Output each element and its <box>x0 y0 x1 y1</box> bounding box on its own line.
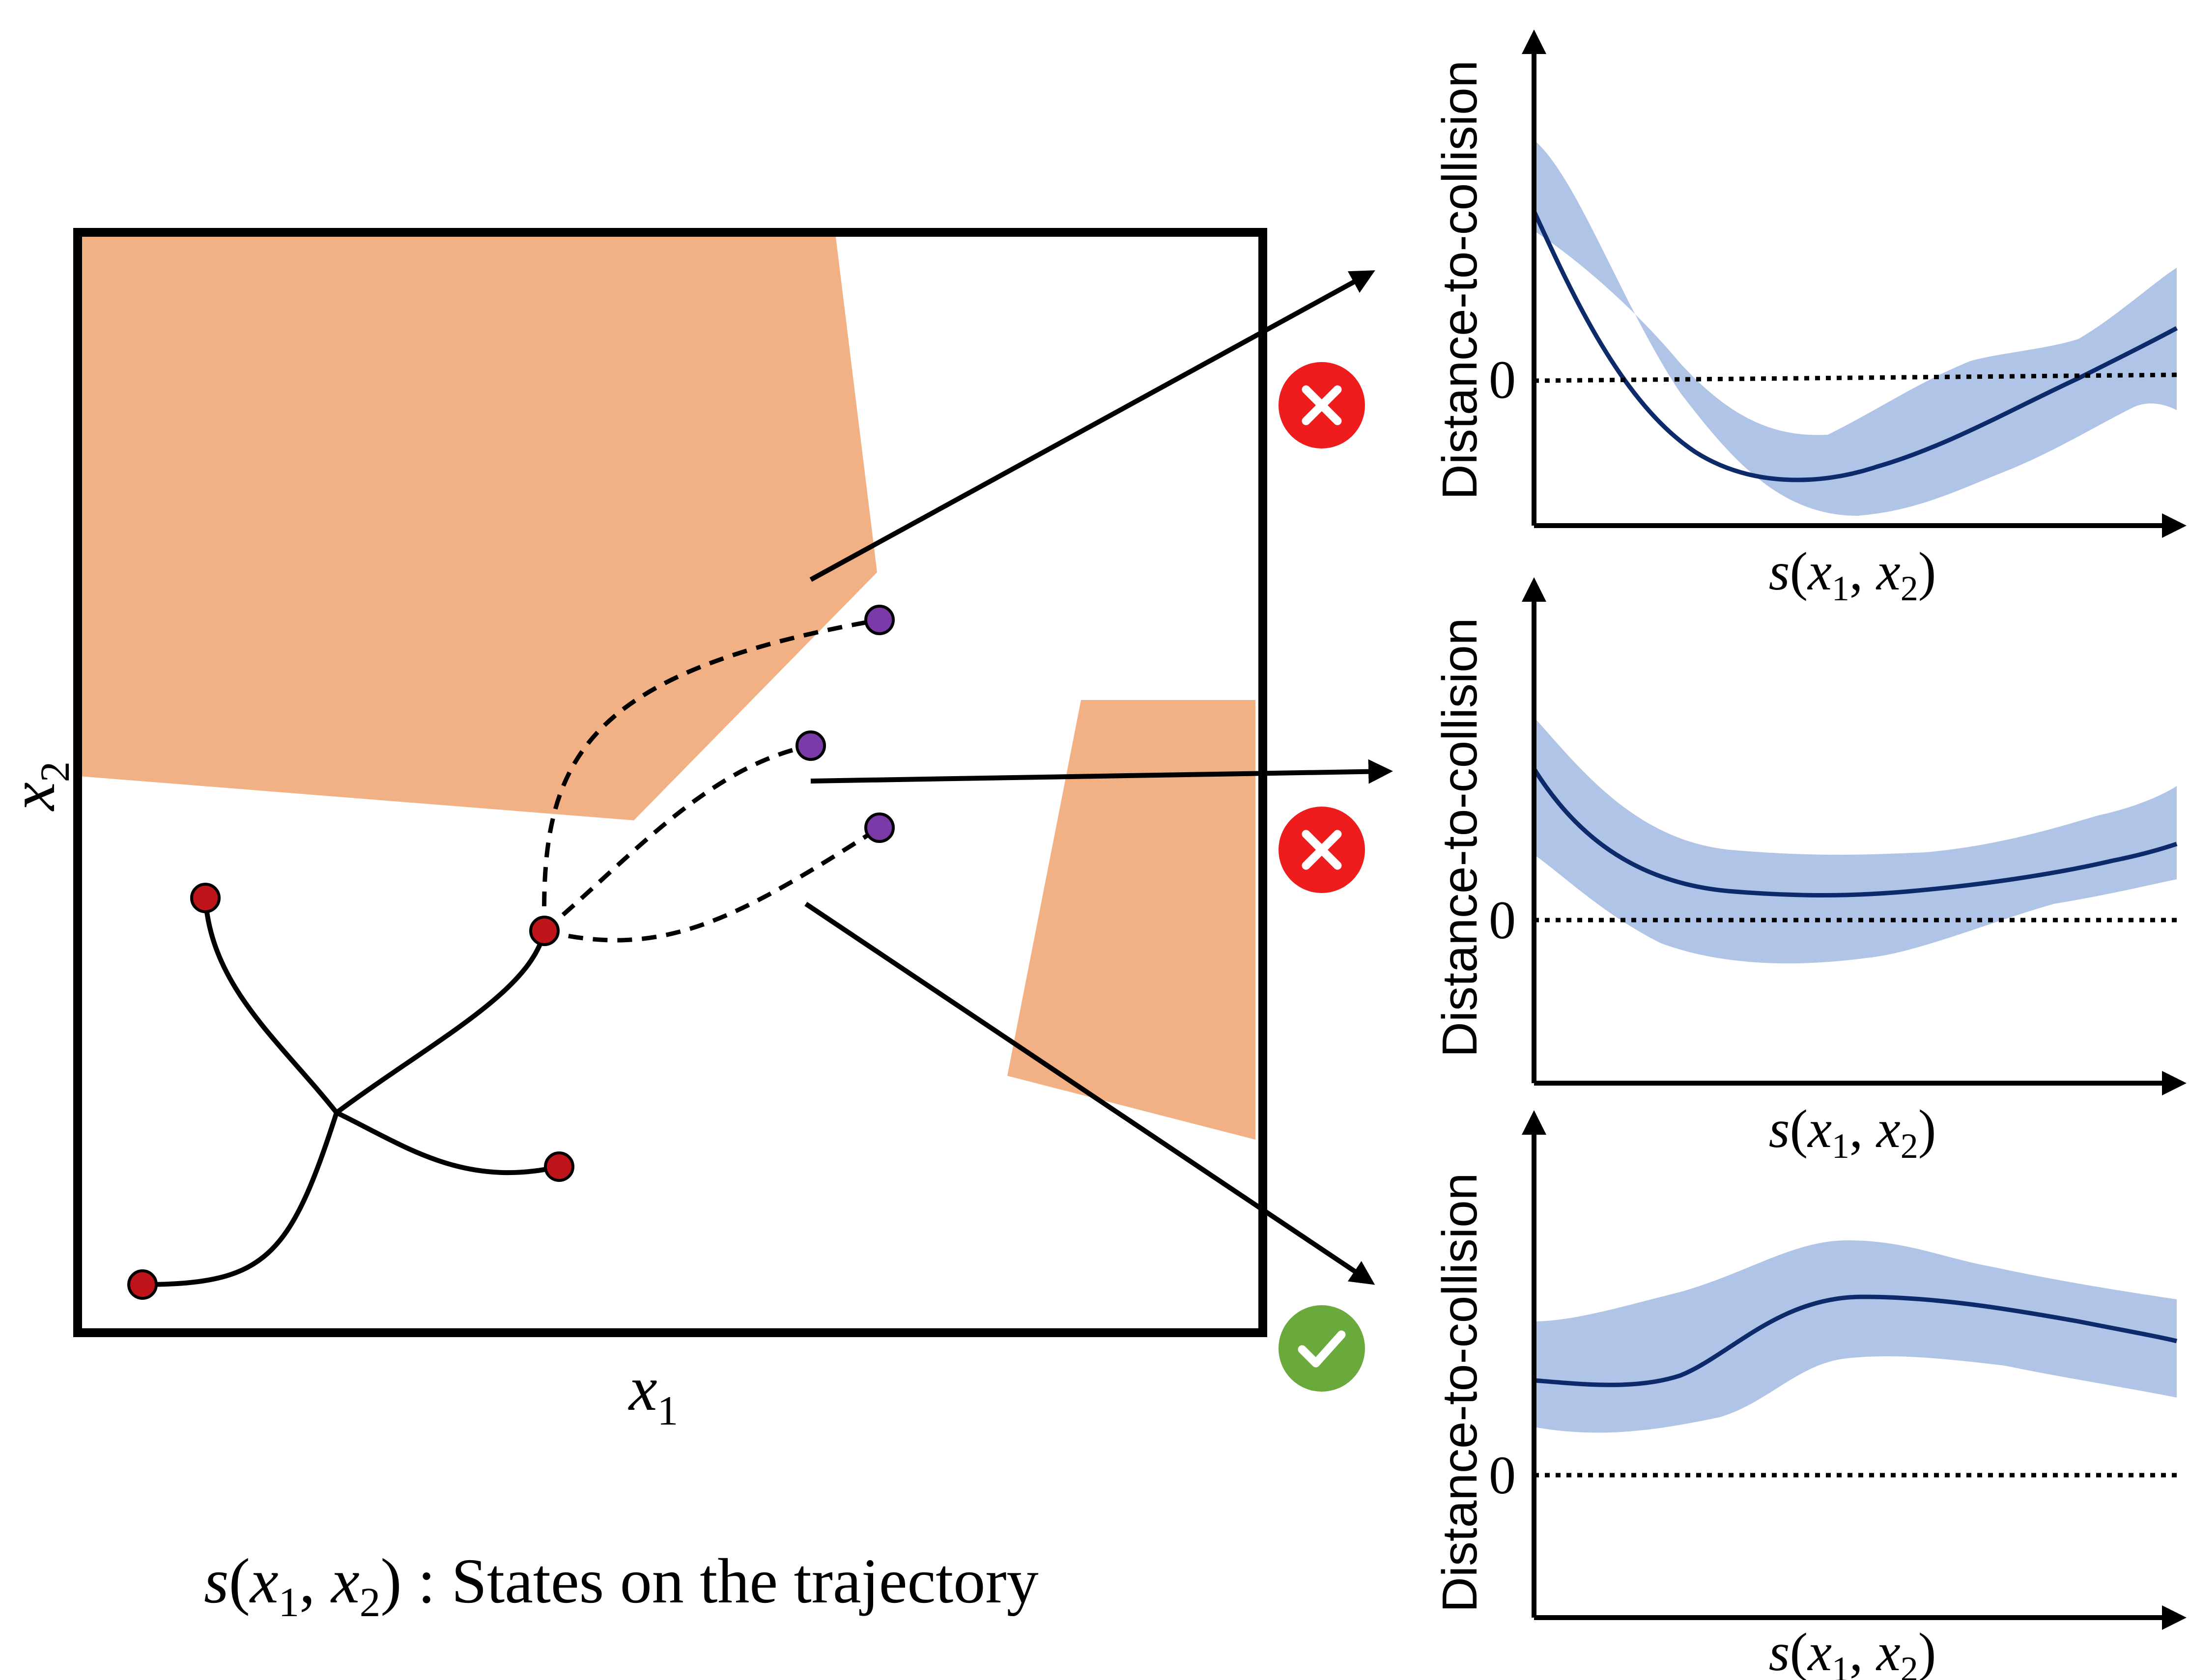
arrow-to-plot-bottom <box>804 901 1375 1285</box>
candidate-node-middle <box>796 730 826 761</box>
status-fail-icon-top <box>1279 362 1365 448</box>
status-success-icon-bottom <box>1279 1305 1365 1392</box>
candidate-edges <box>542 617 881 943</box>
branch-right <box>334 1110 562 1176</box>
arrow-to-plot-middle <box>810 759 1393 784</box>
plot-bottom: 0 Distance-to-collision s(x1, x2) <box>1432 1110 2187 1680</box>
x-axis-label: s(x1, x2) <box>1769 1622 1936 1680</box>
plot-top: 0 Distance-to-collision s(x1, x2) <box>1432 29 2187 608</box>
x-axis-label: s(x1, x2) <box>1769 1099 1936 1166</box>
candidate-node-bottom <box>864 812 895 843</box>
candidate-edge-middle <box>543 743 811 933</box>
status-fail-icon-middle <box>1279 807 1365 893</box>
mean-curve <box>1532 767 2178 897</box>
uncertainty-band <box>1534 1240 2177 1433</box>
y-axis-label: Distance-to-collision <box>1432 1173 1487 1613</box>
y-axis-label: Distance-to-collision <box>1432 618 1487 1058</box>
y-axis-label: Distance-to-collision <box>1432 60 1487 500</box>
node-lower-right <box>544 1151 574 1182</box>
x-circle-icon <box>1302 385 1342 425</box>
map-y-label: x2 <box>0 761 78 812</box>
x-circle-icon <box>1302 830 1342 870</box>
check-circle-icon <box>1298 1330 1346 1368</box>
legend-caption: s(x1, x2) : States on the trajectory <box>204 1546 1039 1625</box>
branch-up-left <box>203 896 339 1115</box>
map-frame <box>73 228 1267 1337</box>
connector-arrows <box>804 270 1393 1285</box>
caption-text: : States on the trajectory <box>402 1546 1039 1617</box>
node-center <box>529 916 560 946</box>
map-x-label: x1 <box>628 1353 678 1434</box>
obstacle-right <box>1007 700 1255 1140</box>
candidate-edge-top <box>542 617 880 931</box>
plot-middle: 0 Distance-to-collision s(x1, x2) <box>1432 577 2187 1166</box>
zero-tick-label: 0 <box>1489 890 1516 950</box>
candidate-edge-bottom <box>543 826 881 943</box>
obstacle-top <box>79 233 877 820</box>
uncertainty-band <box>1534 717 2177 964</box>
tree-nodes <box>127 605 895 1300</box>
node-upper-left <box>190 883 221 913</box>
arrow-to-plot-top <box>809 270 1375 582</box>
x-axis-label: s(x1, x2) <box>1769 541 1936 608</box>
node-root <box>127 1269 158 1300</box>
uncertainty-band <box>1534 140 2177 516</box>
branch-to-center <box>334 928 547 1115</box>
zero-tick-label: 0 <box>1489 1445 1516 1505</box>
zero-tick-label: 0 <box>1489 350 1516 410</box>
mean-curve <box>1534 1294 2178 1387</box>
candidate-node-top <box>864 605 895 635</box>
branch-trunk <box>140 1110 339 1287</box>
map-panel: x1 x2 <box>0 228 1267 1434</box>
tree-branches <box>140 896 562 1287</box>
